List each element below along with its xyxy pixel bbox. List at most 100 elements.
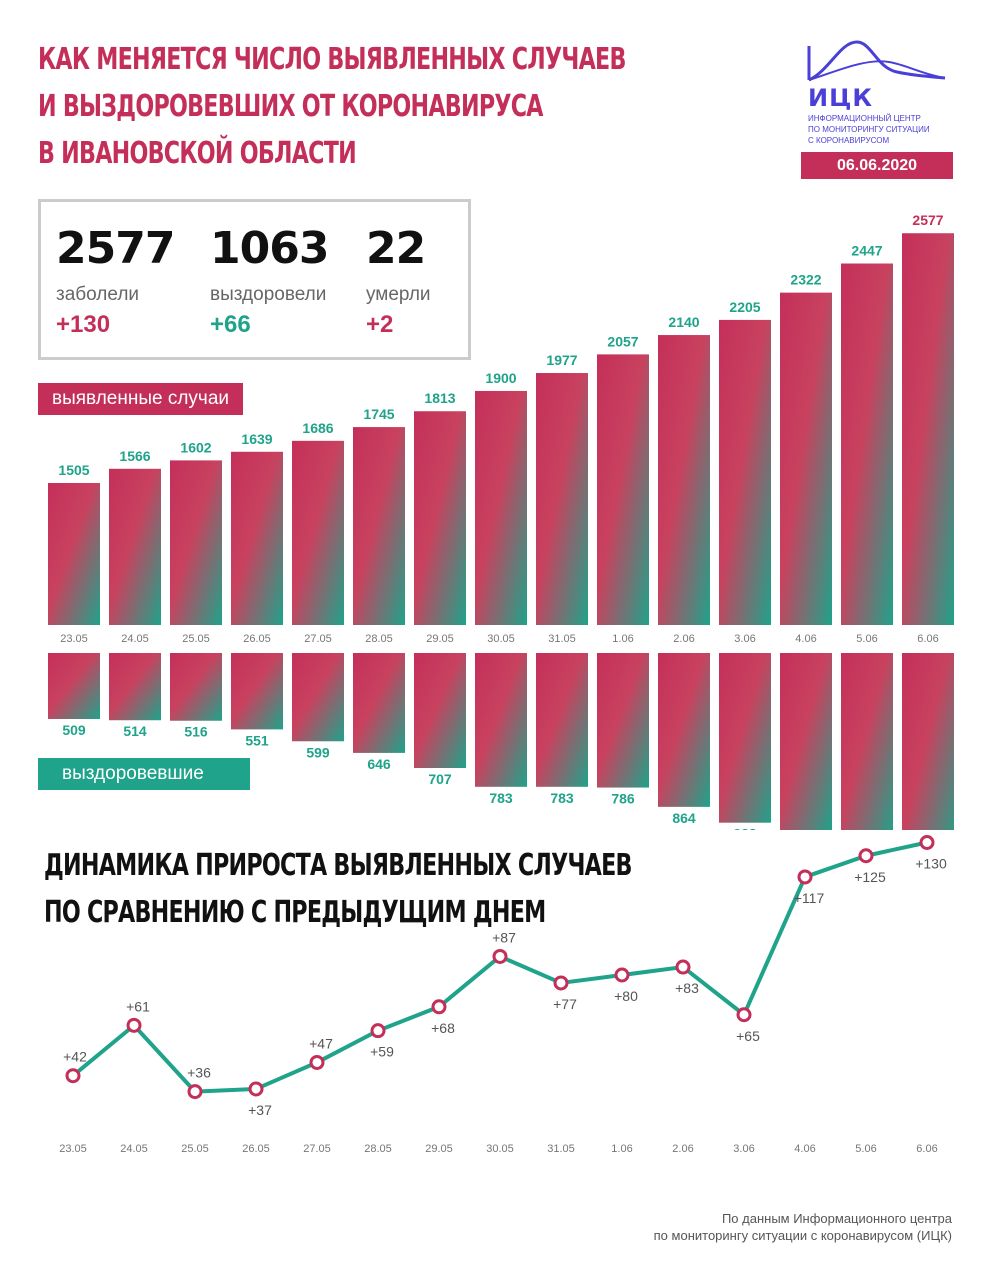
bar-detected (231, 451, 283, 625)
bar-detected-label: 1686 (302, 420, 333, 436)
x-tick-label: 23.05 (59, 1143, 87, 1155)
growth-point (858, 848, 874, 864)
growth-point-label: +42 (63, 1049, 87, 1065)
x-tick-label: 24.05 (121, 633, 149, 645)
growth-point-label: +59 (370, 1044, 394, 1060)
stat-delta: +2 (366, 311, 394, 338)
stat-value: 22 (366, 223, 426, 274)
bar-detected-label: 2140 (668, 314, 699, 330)
growth-point-label: +77 (553, 996, 577, 1012)
x-tick-label: 30.05 (487, 633, 515, 645)
x-tick-label: 3.06 (733, 1143, 754, 1155)
growth-point-label: +68 (431, 1020, 455, 1036)
bar-recovered (597, 653, 649, 788)
bar-detected (658, 335, 710, 625)
bar-detected (109, 468, 161, 625)
growth-point-label: +130 (915, 856, 947, 872)
x-tick-label: 1.06 (611, 1143, 632, 1155)
x-tick-label: 6.06 (917, 633, 938, 645)
bar-recovered-label: 551 (245, 732, 269, 748)
x-tick-label: 29.05 (425, 1143, 453, 1155)
growth-point-label: +61 (126, 998, 150, 1014)
bar-recovered (353, 653, 405, 753)
x-tick-label: 31.05 (548, 633, 576, 645)
legend-recovered: выздоровевшие (38, 758, 250, 790)
growth-point (370, 1023, 386, 1039)
growth-point-label: +83 (675, 980, 699, 996)
x-tick-label: 5.06 (856, 633, 877, 645)
title-line: В ИВАНОВСКОЙ ОБЛАСТИ (38, 136, 357, 171)
bar-detected (719, 319, 771, 625)
x-tick-label: 25.05 (182, 633, 210, 645)
growth-point-label: +87 (492, 929, 516, 945)
source-line: по мониторингу ситуации с коронавирусом … (653, 1228, 952, 1243)
bar-recovered (292, 653, 344, 742)
logo-abbr: ИЦК (808, 84, 873, 112)
bar-recovered (902, 653, 954, 830)
growth-point (614, 967, 630, 983)
bar-detected-label: 1566 (119, 448, 150, 464)
logo-caption: С КОРОНАВИРУСОМ (808, 136, 890, 145)
bar-detected (536, 373, 588, 625)
bar-recovered (780, 653, 832, 830)
growth-point-label: +36 (187, 1065, 211, 1081)
x-tick-label: 25.05 (181, 1143, 209, 1155)
bar-detected (475, 390, 527, 625)
page-title: КАК МЕНЯЕТСЯ ЧИСЛО ВЫЯВЛЕННЫХ СЛУЧАЕВ И … (38, 36, 626, 177)
stat-delta: +66 (210, 311, 251, 338)
bar-recovered (48, 653, 100, 719)
growth-point-label: +65 (736, 1028, 760, 1044)
growth-point (492, 948, 508, 964)
growth-point-label: +47 (309, 1035, 333, 1051)
bar-detected-label: 2057 (607, 333, 638, 349)
x-tick-label: 26.05 (242, 1143, 270, 1155)
bar-recovered (475, 653, 527, 787)
stat-recovered: 1063 выздоровели +66 (210, 222, 329, 340)
bar-detected-label: 1505 (58, 462, 89, 478)
bar-detected (48, 483, 100, 625)
bar-recovered-label: 786 (611, 791, 635, 807)
title-line: И ВЫЗДОРОВЕВШИХ ОТ КОРОНАВИРУСА (38, 89, 543, 124)
x-tick-label: 30.05 (486, 1143, 514, 1155)
bar-detected (414, 411, 466, 625)
x-tick-label: 4.06 (794, 1143, 815, 1155)
stat-delta: +130 (56, 311, 111, 338)
x-tick-label: 28.05 (364, 1143, 392, 1155)
x-tick-label: 5.06 (855, 1143, 876, 1155)
logo-caption: ПО МОНИТОРИНГУ СИТУАЦИИ (808, 125, 930, 134)
x-tick-label: 28.05 (365, 633, 393, 645)
bar-detected-label: 1639 (241, 431, 272, 447)
x-tick-label: 3.06 (734, 633, 755, 645)
bar-detected-label: 1977 (546, 352, 577, 368)
bar-recovered (658, 653, 710, 807)
section-title-line: ДИНАМИКА ПРИРОСТА ВЫЯВЛЕННЫХ СЛУЧАЕВ (44, 848, 632, 883)
x-tick-label: 1.06 (612, 633, 633, 645)
bar-detected (902, 233, 954, 625)
logo-wave-icon (807, 40, 946, 82)
bar-recovered (841, 653, 893, 830)
bar-recovered-label: 864 (672, 810, 696, 826)
bar-detected-label: 1602 (180, 439, 211, 455)
growth-point (187, 1084, 203, 1100)
bar-recovered (414, 653, 466, 769)
stat-value: 2577 (56, 223, 175, 274)
stat-deaths: 22 умерли +2 (366, 222, 431, 340)
legend-detected: выявленные случаи (38, 383, 243, 415)
bar-recovered-label: 707 (428, 771, 452, 787)
stat-label: выздоровели (210, 284, 327, 305)
bar-recovered-label: 514 (123, 723, 147, 739)
title-line: КАК МЕНЯЕТСЯ ЧИСЛО ВЫЯВЛЕННЫХ СЛУЧАЕВ (38, 42, 626, 77)
growth-point-label: +117 (794, 890, 825, 906)
growth-point-label: +80 (614, 988, 638, 1004)
growth-point (553, 975, 569, 991)
growth-point-label: +37 (248, 1102, 272, 1118)
bar-detected (597, 354, 649, 625)
x-tick-label: 2.06 (673, 633, 694, 645)
bar-detected (353, 427, 405, 625)
bar-detected-label: 2322 (790, 272, 821, 288)
bar-detected-label: 1745 (363, 406, 394, 422)
x-tick-label: 27.05 (303, 1143, 331, 1155)
growth-point (431, 999, 447, 1015)
bar-recovered-label: 516 (184, 724, 208, 740)
x-tick-label: 29.05 (426, 633, 454, 645)
